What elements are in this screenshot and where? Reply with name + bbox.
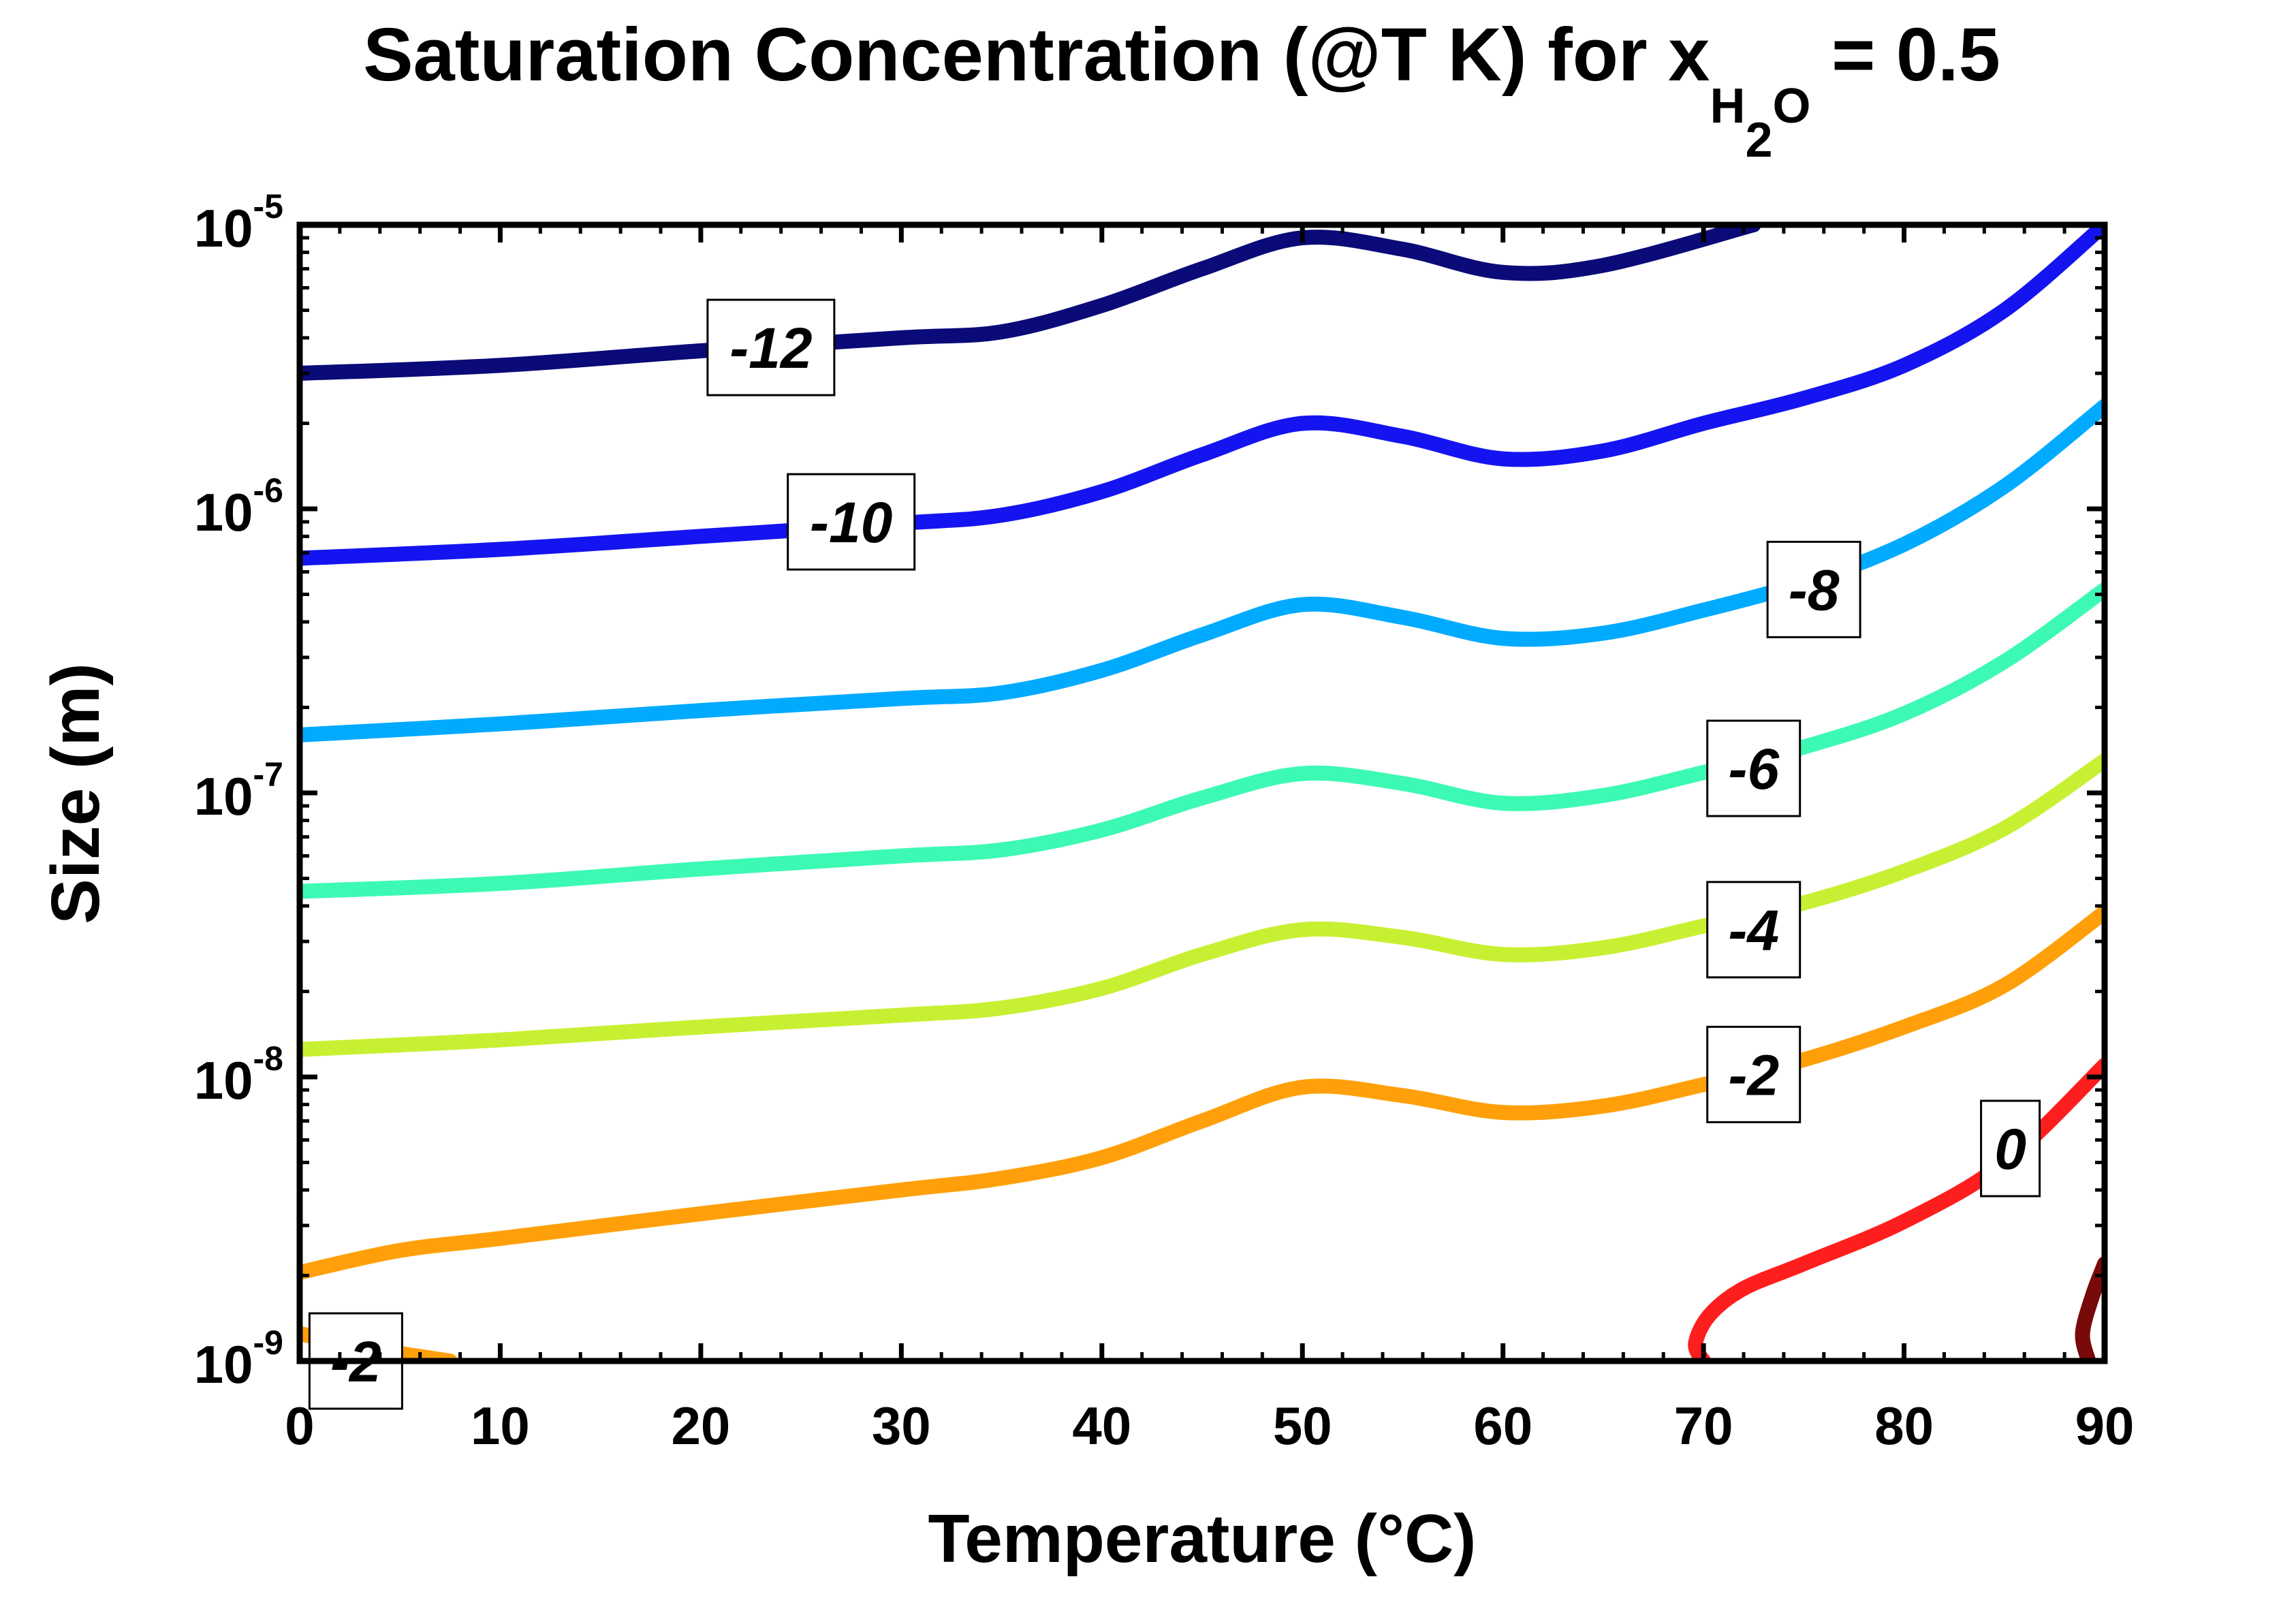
contour-label-box [706,298,836,396]
chart-title-subscript-h: H [1710,79,1745,134]
contour-line-8 [2075,1256,2105,1361]
contour-label-4: -4 [1706,881,1802,979]
y-tick-label: 10-6 [194,471,283,542]
contour-label-text: -6 [1728,737,1780,801]
contour-label-text: -8 [1789,558,1840,622]
contour-label-3: -6 [1706,719,1802,817]
chart-title-suffix: = 0.5 [1811,13,2000,97]
contour-label-text: -2 [1728,1043,1779,1107]
contour-line-1 [300,225,2105,566]
contour-label-text: -10 [810,490,892,554]
x-tick-label: 70 [1674,1396,1733,1456]
x-tick-label: 10 [471,1396,530,1456]
axis-ticks [297,222,2107,1364]
y-tick-label: 10-9 [194,1324,283,1394]
chart-title-prefix: Saturation Concentration (@T K) for x [363,13,1710,97]
x-axis-tick-labels: 0 10 20 30 40 50 60 70 80 90 [285,1396,2134,1456]
chart-title: Saturation Concentration (@T K) for xH2O… [363,13,2000,168]
x-tick-label: 0 [285,1396,314,1456]
x-tick-label: 50 [1273,1396,1332,1456]
x-tick-label: 20 [672,1396,731,1456]
x-tick-label: 90 [2075,1396,2135,1456]
contour-line-0 [300,225,1761,381]
contour-line-5 [300,905,2105,1280]
chart-title-subscript-o: O [1773,79,1811,134]
contour-label-text: -12 [729,316,812,380]
contour-label-box [1706,719,1802,817]
contour-label-5: -2 [1706,1025,1802,1123]
x-tick-label: 80 [1874,1396,1934,1456]
chart-title-subscript-2: 2 [1745,113,1772,168]
contour-label-2: -8 [1766,540,1861,638]
contour-label-text: 0 [1994,1117,2026,1181]
contour-label-0: -12 [706,298,836,396]
contour-label-text: -4 [1728,898,1779,963]
contour-label-box [1706,1025,1802,1123]
x-tick-label: 60 [1473,1396,1532,1456]
contour-label-box [787,473,916,571]
contour-line-4 [300,753,2105,1057]
contour-label-7: 0 [1980,1099,2041,1198]
x-tick-label: 30 [872,1396,931,1456]
y-tick-label: 10-5 [194,187,283,258]
contour-label-box [1766,540,1861,638]
contour-label-1: -10 [787,473,916,571]
y-axis-label: Size (m) [37,663,114,924]
y-tick-label: 10-8 [194,1039,283,1110]
contour-lines [300,225,2105,1361]
x-tick-label: 40 [1072,1396,1131,1456]
contour-line-3 [300,582,2105,899]
x-axis-label: Temperature (°C) [928,1501,1477,1577]
contour-label-box [1706,881,1802,979]
contour-label-box [1980,1099,2041,1198]
y-axis-tick-labels: 10-9 10-8 10-7 10-6 10-5 [194,187,283,1394]
y-tick-label: 10-7 [194,755,283,826]
